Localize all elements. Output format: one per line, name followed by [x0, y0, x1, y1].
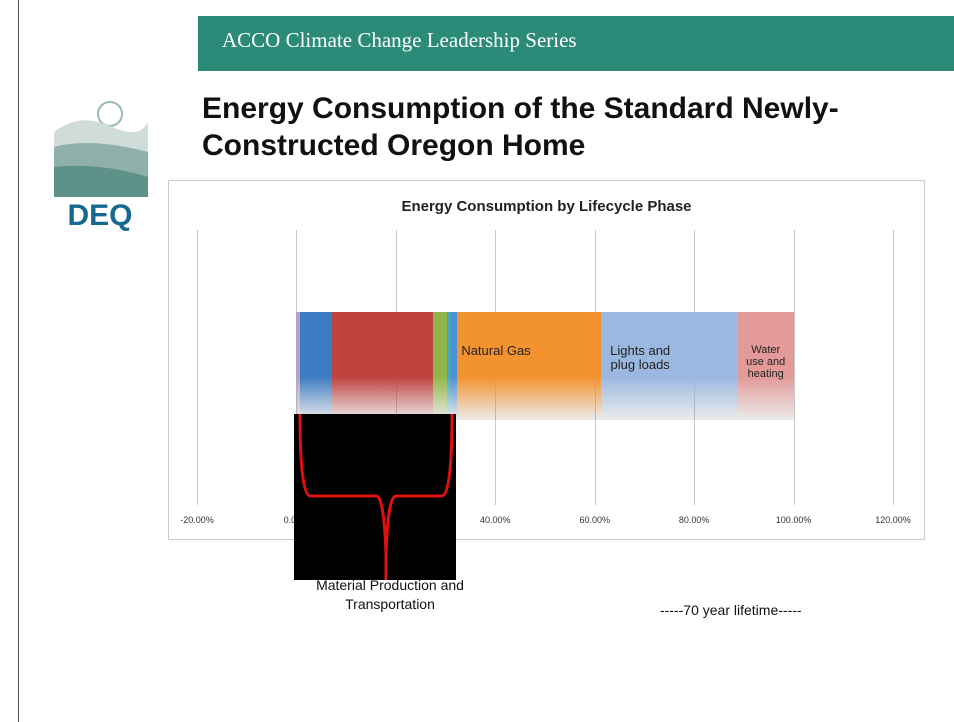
bar-segment	[601, 312, 738, 420]
slide-edge	[18, 0, 19, 722]
x-tick-label: 40.00%	[480, 515, 511, 525]
bar-segment	[332, 312, 434, 420]
bar-segment	[296, 312, 301, 420]
segment-label: Lights and plug loads	[610, 343, 671, 373]
bar-segment	[447, 312, 452, 420]
chart-frame	[168, 180, 925, 540]
chart-title: Energy Consumption by Lifecycle Phase	[401, 198, 692, 215]
segment-label: Natural Gas	[461, 343, 531, 358]
overlay-box	[294, 413, 456, 580]
bar-segment	[737, 312, 794, 420]
header-bar	[198, 16, 954, 71]
x-tick-label: 60.00%	[579, 515, 610, 525]
logo-text: DEQ	[67, 199, 132, 232]
overlay-curve	[298, 413, 454, 580]
note: -----70 year lifetime-----	[660, 602, 802, 618]
x-tick-label: 120.00%	[875, 515, 911, 525]
bar-segment	[433, 312, 448, 420]
header: ACCO Climate Change Leadership Series	[222, 28, 577, 52]
x-tick-label: 100.00%	[775, 515, 812, 525]
x-tick-label: 80.00%	[678, 515, 710, 525]
segment-label: Water use and heating	[746, 344, 786, 381]
bar-segment	[300, 312, 333, 420]
grid-line	[793, 230, 795, 505]
bar-segment	[457, 312, 602, 420]
grid-line	[893, 230, 894, 505]
x-tick-label: -20.00%	[180, 515, 214, 525]
logo: DEQ	[54, 101, 148, 232]
note: Material Production and Transportation	[316, 577, 464, 612]
grid-line	[197, 230, 198, 505]
bar-segment	[451, 312, 457, 420]
slide-title: Energy Consumption of the Standard Newly…	[202, 92, 839, 162]
